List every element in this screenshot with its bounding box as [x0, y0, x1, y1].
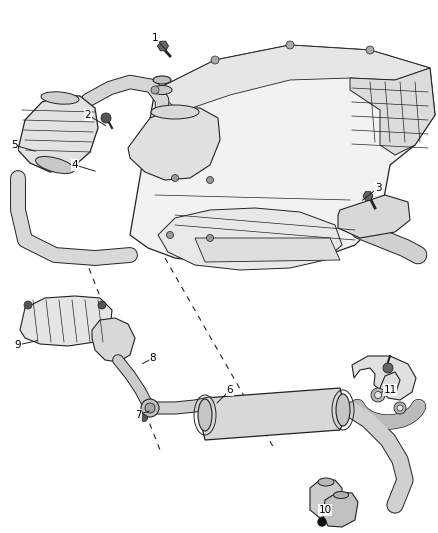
- Ellipse shape: [152, 85, 172, 94]
- Polygon shape: [18, 95, 98, 172]
- Text: 4: 4: [72, 160, 78, 170]
- Circle shape: [318, 518, 326, 526]
- Text: 8: 8: [150, 353, 156, 363]
- Text: 1: 1: [152, 33, 158, 43]
- Polygon shape: [128, 108, 220, 180]
- Polygon shape: [92, 318, 135, 362]
- Polygon shape: [20, 296, 112, 346]
- Circle shape: [101, 113, 111, 123]
- Text: 6: 6: [227, 385, 233, 395]
- Polygon shape: [352, 356, 416, 400]
- Circle shape: [394, 402, 406, 414]
- Polygon shape: [158, 208, 342, 270]
- Text: 10: 10: [318, 505, 332, 515]
- Ellipse shape: [153, 76, 171, 84]
- Circle shape: [206, 176, 213, 183]
- Text: 9: 9: [15, 340, 21, 350]
- Circle shape: [24, 301, 32, 309]
- Circle shape: [145, 403, 155, 413]
- Polygon shape: [350, 68, 435, 155]
- Circle shape: [366, 46, 374, 54]
- Ellipse shape: [198, 399, 212, 431]
- Polygon shape: [195, 238, 340, 262]
- Circle shape: [206, 235, 213, 241]
- Polygon shape: [130, 45, 435, 265]
- Circle shape: [286, 41, 294, 49]
- Circle shape: [141, 415, 148, 422]
- Text: 5: 5: [11, 140, 18, 150]
- Polygon shape: [323, 492, 358, 527]
- Circle shape: [166, 231, 173, 238]
- Text: 3: 3: [374, 183, 381, 193]
- Ellipse shape: [333, 491, 349, 498]
- Polygon shape: [155, 45, 430, 112]
- Text: 2: 2: [85, 110, 91, 120]
- Circle shape: [141, 399, 159, 417]
- Circle shape: [383, 363, 393, 373]
- Ellipse shape: [41, 92, 79, 104]
- Ellipse shape: [35, 157, 74, 174]
- Polygon shape: [310, 480, 342, 518]
- Polygon shape: [200, 388, 345, 440]
- Ellipse shape: [318, 478, 334, 486]
- Circle shape: [151, 86, 159, 94]
- Circle shape: [98, 301, 106, 309]
- Text: 7: 7: [135, 410, 141, 420]
- Circle shape: [397, 405, 403, 411]
- Polygon shape: [338, 195, 410, 238]
- Circle shape: [172, 174, 179, 182]
- Ellipse shape: [151, 105, 199, 119]
- Circle shape: [211, 56, 219, 64]
- Circle shape: [374, 392, 381, 399]
- Text: 11: 11: [383, 385, 397, 395]
- Ellipse shape: [336, 394, 350, 426]
- Circle shape: [371, 388, 385, 402]
